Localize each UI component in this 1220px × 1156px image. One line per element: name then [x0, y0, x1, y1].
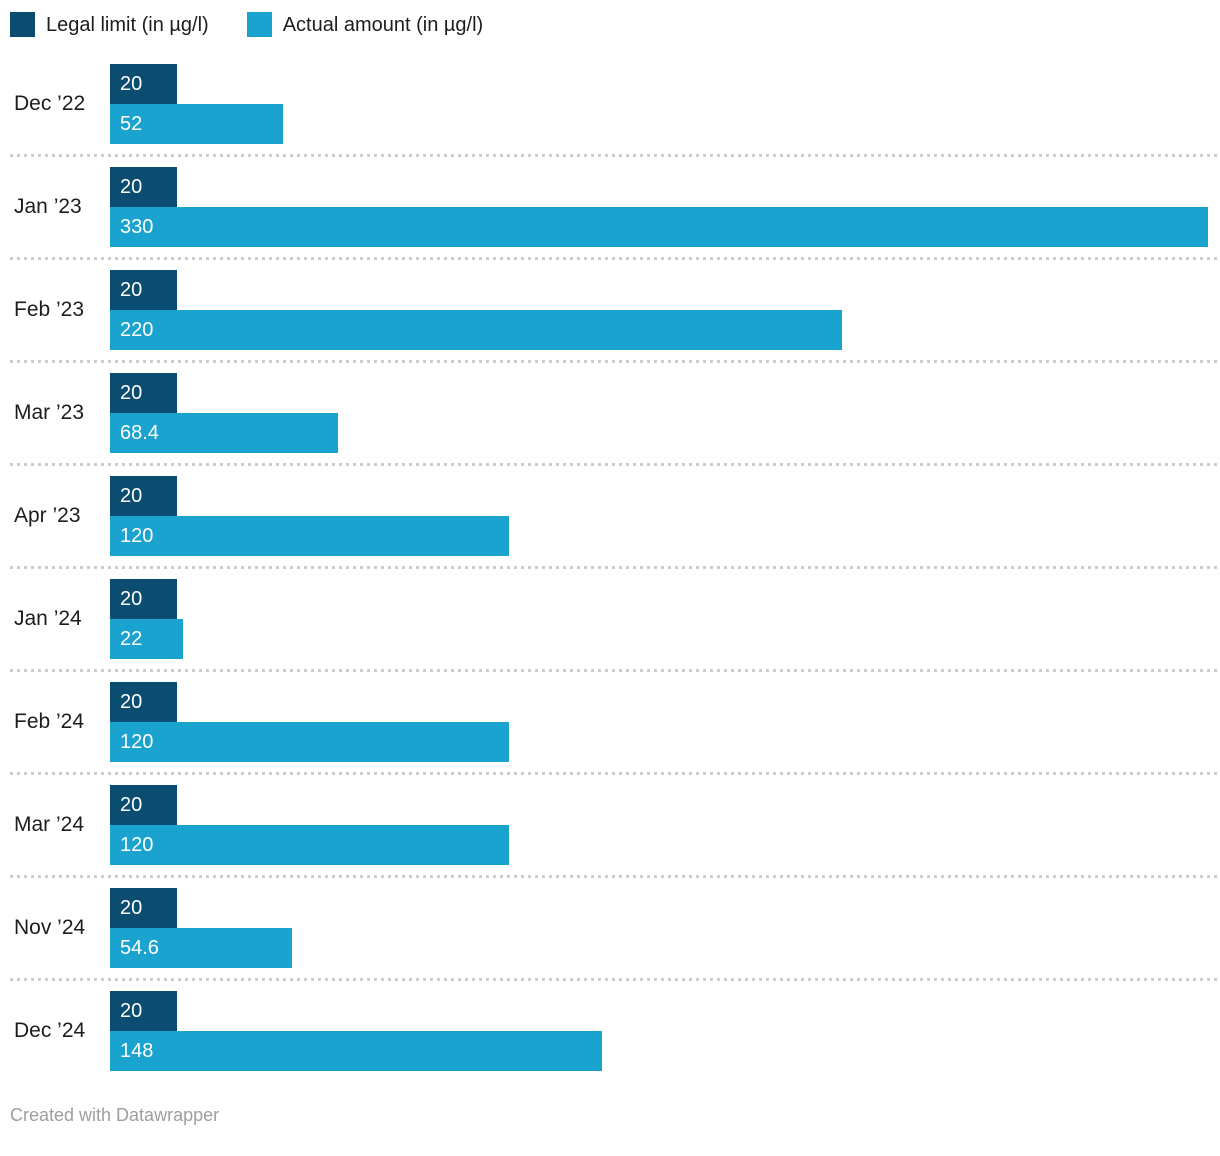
- legal-limit-bar: 20: [110, 476, 177, 516]
- row-separator: [0, 350, 1220, 373]
- bar-value-label: 22: [120, 628, 143, 650]
- legal-limit-bar: 20: [110, 579, 177, 619]
- actual-amount-bar: 120: [110, 825, 510, 865]
- actual-amount-bar: 52: [110, 104, 284, 144]
- bar-value-label: 120: [120, 731, 154, 753]
- row-separator: [0, 659, 1220, 682]
- bar-group: 20 22: [110, 579, 1220, 659]
- bar-value-label: 20: [120, 897, 143, 919]
- bar-group: 20 68.4: [110, 373, 1220, 453]
- actual-amount-bar: 68.4: [110, 413, 338, 453]
- row-separator: [0, 453, 1220, 476]
- legal-limit-bar: 20: [110, 888, 177, 928]
- chart-row: Feb ’24 20 120: [0, 682, 1220, 762]
- chart-row: Mar ’24 20 120: [0, 785, 1220, 865]
- chart-row: Feb ’23 20 220: [0, 270, 1220, 350]
- actual-amount-bar: 148: [110, 1031, 603, 1071]
- actual-amount-bar: 22: [110, 619, 184, 659]
- bar-group: 20 220: [110, 270, 1220, 350]
- legend-item-legal-limit: Legal limit (in µg/l): [10, 12, 209, 37]
- attribution-text: Created with Datawrapper: [10, 1105, 220, 1125]
- chart-row: Dec ’22 20 52: [0, 64, 1220, 144]
- category-label: Mar ’23: [14, 401, 85, 424]
- legend: Legal limit (in µg/l) Actual amount (in …: [10, 12, 1220, 37]
- bar-group: 20 52: [110, 64, 1220, 144]
- legal-limit-bar: 20: [110, 991, 177, 1031]
- bar-value-label: 148: [120, 1040, 154, 1062]
- bar-value-label: 20: [120, 382, 143, 404]
- legend-swatch-actual-amount: [246, 12, 272, 37]
- category-label: Dec ’24: [14, 1019, 86, 1042]
- chart-row: Jan ’23 20 330: [0, 167, 1220, 247]
- bar-value-label: 20: [120, 1000, 143, 1022]
- legend-item-actual-amount: Actual amount (in µg/l): [246, 12, 484, 37]
- row-separator: [0, 762, 1220, 785]
- legal-limit-bar: 20: [110, 682, 177, 722]
- legal-limit-bar: 20: [110, 373, 177, 413]
- bar-value-label: 20: [120, 279, 143, 301]
- row-separator: [0, 144, 1220, 167]
- legal-limit-bar: 20: [110, 167, 177, 207]
- bar-value-label: 20: [120, 794, 143, 816]
- actual-amount-bar: 220: [110, 310, 842, 350]
- category-label: Mar ’24: [14, 813, 85, 836]
- bar-group: 20 120: [110, 682, 1220, 762]
- bar-value-label: 330: [120, 216, 154, 238]
- category-label: Nov ’24: [14, 916, 86, 939]
- category-label: Dec ’22: [14, 92, 86, 115]
- bar-value-label: 20: [120, 73, 143, 95]
- chart-row: Dec ’24 20 148: [0, 991, 1220, 1071]
- bar-value-label: 54.6: [120, 937, 159, 959]
- category-label: Jan ’24: [14, 607, 82, 630]
- actual-amount-bar: 54.6: [110, 928, 292, 968]
- chart-row: Mar ’23 20 68.4: [0, 373, 1220, 453]
- bar-group: 20 148: [110, 991, 1220, 1071]
- row-separator: [0, 247, 1220, 270]
- grouped-bar-chart: Legal limit (in µg/l) Actual amount (in …: [0, 12, 1220, 1127]
- legend-label-actual-amount: Actual amount (in µg/l): [282, 13, 484, 36]
- category-label: Apr ’23: [14, 504, 81, 527]
- bar-group: 20 330: [110, 167, 1220, 247]
- bar-group: 20 120: [110, 476, 1220, 556]
- actual-amount-bar: 330: [110, 207, 1208, 247]
- chart-row: Nov ’24 20 54.6: [0, 888, 1220, 968]
- category-label: Feb ’24: [14, 710, 85, 733]
- legend-label-legal-limit: Legal limit (in µg/l): [46, 13, 209, 36]
- category-label: Feb ’23: [14, 298, 85, 321]
- legal-limit-bar: 20: [110, 64, 177, 104]
- legal-limit-bar: 20: [110, 270, 177, 310]
- row-separator: [0, 968, 1220, 991]
- actual-amount-bar: 120: [110, 722, 510, 762]
- row-separator: [0, 556, 1220, 579]
- category-label: Jan ’23: [14, 195, 82, 218]
- chart-row: Jan ’24 20 22: [0, 579, 1220, 659]
- bar-group: 20 120: [110, 785, 1220, 865]
- bar-value-label: 220: [120, 319, 154, 341]
- bar-value-label: 20: [120, 588, 143, 610]
- bar-value-label: 20: [120, 176, 143, 198]
- legend-swatch-legal-limit: [10, 12, 35, 37]
- chart-row: Apr ’23 20 120: [0, 476, 1220, 556]
- bar-rows: Dec ’22 20 52 Jan ’23 20 330 Feb ’23 20 220 Mar ’…: [0, 64, 1220, 1071]
- bar-value-label: 68.4: [120, 422, 159, 444]
- bar-value-label: 20: [120, 485, 143, 507]
- bar-value-label: 120: [120, 834, 154, 856]
- bar-value-label: 120: [120, 525, 154, 547]
- row-separator: [0, 865, 1220, 888]
- bar-value-label: 20: [120, 691, 143, 713]
- bar-value-label: 52: [120, 113, 143, 135]
- legal-limit-bar: 20: [110, 785, 177, 825]
- actual-amount-bar: 120: [110, 516, 510, 556]
- bar-group: 20 54.6: [110, 888, 1220, 968]
